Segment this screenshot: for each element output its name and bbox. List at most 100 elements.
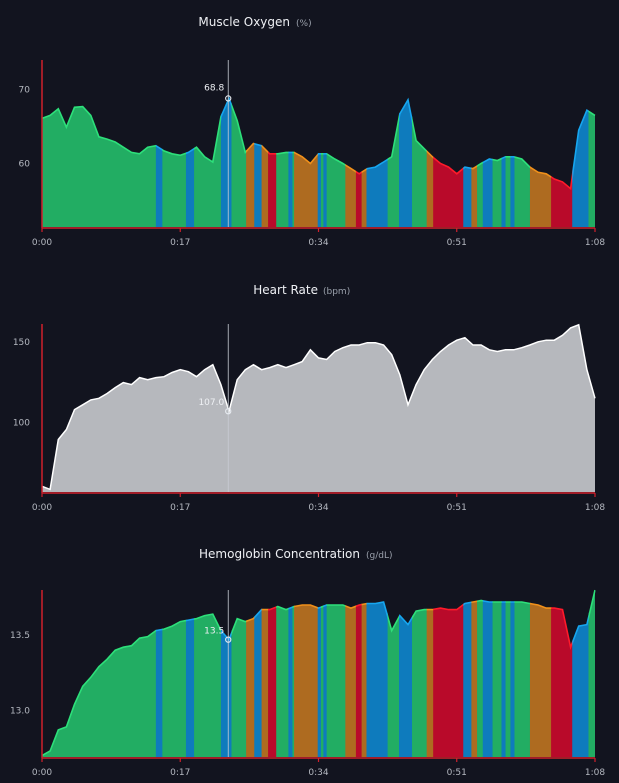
zone-blue-fill — [185, 590, 195, 757]
x-tick-label: 0:00 — [32, 238, 52, 248]
zone-green-fill — [326, 98, 346, 227]
x-tick-label: 0:17 — [170, 503, 190, 513]
zone-blue-fill — [288, 98, 293, 227]
zone-blue-line — [317, 606, 322, 609]
x-tick-label: 0:51 — [447, 503, 467, 513]
zone-blue-line — [501, 156, 506, 160]
chart-hemoglobin: Hemoglobin Concentration (g/dL) 0:00 0:17… — [10, 547, 605, 778]
zone-green-fill — [162, 590, 187, 757]
series-area — [42, 324, 595, 492]
hover-point — [225, 95, 232, 102]
zone-orange-fill — [246, 590, 255, 757]
zone-green-fill — [276, 98, 289, 227]
zone-blue-fill — [463, 98, 472, 227]
zone-green-fill — [505, 98, 511, 227]
hover-value-label: 68.8 — [204, 83, 224, 93]
zone-red-fill — [551, 590, 573, 757]
zone-green-line — [42, 629, 157, 757]
zone-blue-fill — [572, 590, 589, 757]
x-tick-label: 0:00 — [32, 503, 52, 513]
zone-blue-fill — [399, 98, 413, 227]
y-tick-label: 60 — [19, 159, 31, 169]
zone-green-fill — [477, 590, 484, 757]
chart-heart-rate: Heart Rate (bpm) 0:00 0:17 0:34 0:51 1:08 100… — [13, 283, 606, 513]
zone-red-fill — [433, 98, 464, 227]
x-tick-label: 1:08 — [585, 238, 605, 248]
zone-red-fill — [355, 590, 363, 757]
y-tick-label: 13.0 — [10, 706, 30, 716]
zone-green-line — [42, 105, 157, 155]
zone-blue-fill — [366, 98, 389, 227]
zone-blue-fill — [366, 590, 389, 757]
zone-orange-fill — [345, 590, 357, 757]
zone-green-fill — [588, 98, 595, 227]
x-tick-label: 0:51 — [447, 768, 467, 778]
zone-blue-fill — [254, 98, 262, 227]
zone-green-fill — [231, 98, 247, 227]
zone-green-fill — [231, 590, 247, 757]
zone-green-fill — [412, 590, 428, 757]
zone-blue-fill — [288, 590, 293, 757]
zone-red-fill — [355, 98, 363, 227]
zone-green-fill — [42, 590, 157, 757]
chart-unit: (g/dL) — [366, 551, 393, 561]
zone-blue-fill — [185, 98, 195, 227]
zone-green-fill — [492, 98, 502, 227]
zone-blue-fill — [254, 590, 262, 757]
zone-orange-fill — [529, 98, 552, 227]
zone-orange-fill — [529, 590, 552, 757]
zone-green-fill — [505, 590, 511, 757]
zone-orange-fill — [361, 98, 367, 227]
x-tick-label: 0:17 — [170, 768, 190, 778]
chart-title: Hemoglobin Concentration — [199, 547, 360, 561]
zone-green-fill — [292, 98, 295, 227]
chart-title: Heart Rate — [253, 283, 318, 297]
zone-blue-fill — [155, 590, 163, 757]
x-tick-label: 0:51 — [447, 238, 467, 248]
x-tick-label: 0:34 — [308, 503, 328, 513]
zone-orange-fill — [426, 590, 434, 757]
y-tick-label: 70 — [19, 86, 31, 96]
zone-blue-fill — [482, 590, 493, 757]
series-line — [41, 323, 596, 491]
hover-point — [225, 636, 232, 643]
zone-blue-fill — [463, 590, 472, 757]
x-tick-label: 1:08 — [585, 503, 605, 513]
x-tick-label: 0:34 — [308, 768, 328, 778]
zone-orange-fill — [294, 590, 319, 757]
zone-green-fill — [514, 98, 531, 227]
zone-blue-fill — [510, 590, 515, 757]
zone-blue-fill — [501, 590, 506, 757]
zone-blue-fill — [482, 98, 493, 227]
zone-blue-fill — [399, 590, 413, 757]
zone-fills — [42, 590, 595, 757]
zone-red-fill — [268, 590, 277, 757]
x-tick-label: 0:00 — [32, 768, 52, 778]
zone-green-fill — [387, 98, 400, 227]
zone-green-fill — [292, 590, 295, 757]
zone-green-fill — [320, 98, 324, 227]
zone-red-fill — [268, 98, 277, 227]
hover-value-label: 107.0 — [198, 398, 224, 408]
zone-blue-fill — [323, 98, 328, 227]
zone-green-fill — [276, 590, 289, 757]
chart-muscle-oxygen: Muscle Oxygen (%) 0:00 0:17 0:34 0:51 1:08 60… — [19, 15, 606, 248]
zone-orange-fill — [361, 590, 367, 757]
zone-green-fill — [326, 590, 346, 757]
chart-title: Muscle Oxygen — [198, 15, 290, 29]
zone-blue-fill — [317, 98, 322, 227]
zone-green-fill — [162, 98, 187, 227]
zone-green-fill — [477, 98, 484, 227]
zone-green-fill — [42, 98, 157, 227]
zone-green-fill — [514, 590, 531, 757]
zone-blue-fill — [323, 590, 328, 757]
zone-green-fill — [492, 590, 502, 757]
zone-blue-fill — [501, 98, 506, 227]
zone-orange-fill — [471, 98, 478, 227]
y-tick-label: 100 — [13, 419, 30, 429]
hover-value-label: 13.5 — [204, 627, 224, 637]
zone-orange-fill — [345, 98, 357, 227]
zone-orange-fill — [471, 590, 478, 757]
zone-green-fill — [387, 590, 400, 757]
